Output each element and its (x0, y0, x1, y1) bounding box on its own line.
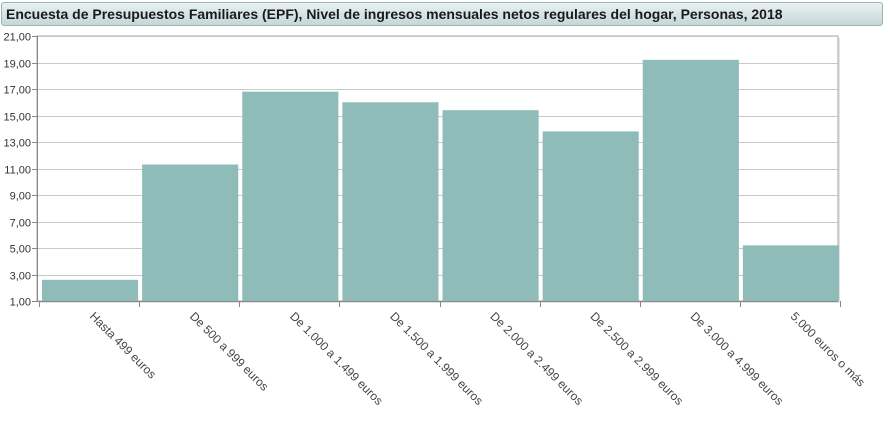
x-tick-label: De 2.500 a 2.999 euros (588, 309, 687, 408)
bar[interactable] (342, 102, 439, 301)
y-tick-label: 7,00 (10, 218, 31, 230)
x-tick-label: De 2.000 a 2.499 euros (487, 309, 586, 408)
axes (32, 36, 841, 307)
bars (42, 59, 839, 302)
y-tick-label: 3,00 (10, 271, 31, 283)
x-tick-label: De 1.500 a 1.999 euros (387, 309, 486, 408)
y-tick-labels: 1,00 3,00 5,00 7,00 9,00 11,00 13,00 15,00 17,00… (3, 32, 31, 309)
y-tick-label: 21,00 (3, 32, 31, 44)
bar[interactable] (442, 110, 539, 301)
bar[interactable] (42, 279, 139, 301)
y-tick-label: 13,00 (3, 138, 31, 150)
y-tick-label: 11,00 (4, 165, 31, 177)
y-tick-label: 19,00 (3, 59, 31, 71)
bar[interactable] (642, 59, 739, 301)
x-tick-label: 5.000 euros o más (788, 309, 868, 389)
y-tick-label: 5,00 (10, 244, 31, 256)
y-tick-label: 15,00 (3, 112, 31, 124)
x-tick-label: De 1.000 a 1.499 euros (287, 309, 386, 408)
x-tick-label: De 500 a 999 euros (187, 309, 271, 393)
bar[interactable] (242, 91, 339, 302)
chart-title: Encuesta de Presupuestos Familiares (EPF… (1, 2, 883, 26)
x-tick-label: De 3.000 a 4.999 euros (688, 309, 787, 408)
bar[interactable] (542, 131, 639, 301)
x-tick-labels: Hasta 499 euros De 500 a 999 euros De 1.00… (87, 309, 868, 408)
x-tick-label: Hasta 499 euros (87, 309, 159, 381)
y-tick-label: 9,00 (10, 191, 31, 203)
bar[interactable] (742, 245, 839, 301)
bar[interactable] (142, 164, 239, 301)
y-tick-label: 17,00 (3, 85, 31, 97)
y-tick-label: 1,00 (10, 297, 31, 309)
